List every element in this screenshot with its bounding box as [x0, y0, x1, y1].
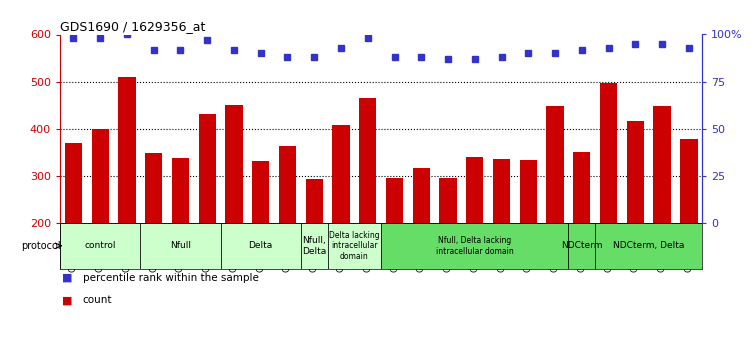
Text: Delta lacking
intracellular
domain: Delta lacking intracellular domain [329, 231, 380, 261]
Text: Delta: Delta [249, 241, 273, 250]
Bar [546, 106, 564, 317]
Text: control: control [84, 241, 116, 250]
Bar [306, 179, 323, 317]
Bar [493, 159, 510, 317]
Bar [386, 178, 403, 317]
Bar [301, 223, 327, 269]
Bar [92, 128, 109, 317]
Bar [65, 142, 82, 317]
Bar [412, 168, 430, 317]
Text: Nfull,
Delta: Nfull, Delta [302, 236, 327, 256]
Bar [653, 106, 671, 317]
Bar [252, 161, 270, 317]
Text: protocol: protocol [21, 241, 60, 251]
Bar [172, 158, 189, 317]
Bar [382, 223, 569, 269]
Bar [327, 223, 382, 269]
Text: GDS1690 / 1629356_at: GDS1690 / 1629356_at [60, 20, 206, 33]
Text: NDCterm, Delta: NDCterm, Delta [613, 241, 684, 250]
Bar [520, 160, 537, 317]
Bar [359, 98, 376, 317]
Text: ■: ■ [62, 295, 73, 305]
Bar [600, 83, 617, 317]
Bar [198, 115, 216, 317]
Bar [439, 178, 457, 317]
Bar [626, 120, 644, 317]
Bar [569, 223, 596, 269]
Bar [140, 223, 221, 269]
Bar [596, 223, 702, 269]
Text: NDCterm: NDCterm [561, 241, 602, 250]
Bar [118, 77, 136, 317]
Bar [60, 223, 140, 269]
Bar [573, 152, 590, 317]
Bar [680, 139, 698, 317]
Text: percentile rank within the sample: percentile rank within the sample [83, 273, 258, 283]
Text: count: count [83, 295, 112, 305]
Text: Nfull: Nfull [170, 241, 191, 250]
Bar [225, 105, 243, 317]
Bar [221, 223, 301, 269]
Text: ■: ■ [62, 273, 73, 283]
Bar [145, 154, 162, 317]
Text: Nfull, Delta lacking
intracellular domain: Nfull, Delta lacking intracellular domai… [436, 236, 514, 256]
Bar [466, 157, 484, 317]
Bar [279, 146, 296, 317]
Bar [332, 125, 350, 317]
